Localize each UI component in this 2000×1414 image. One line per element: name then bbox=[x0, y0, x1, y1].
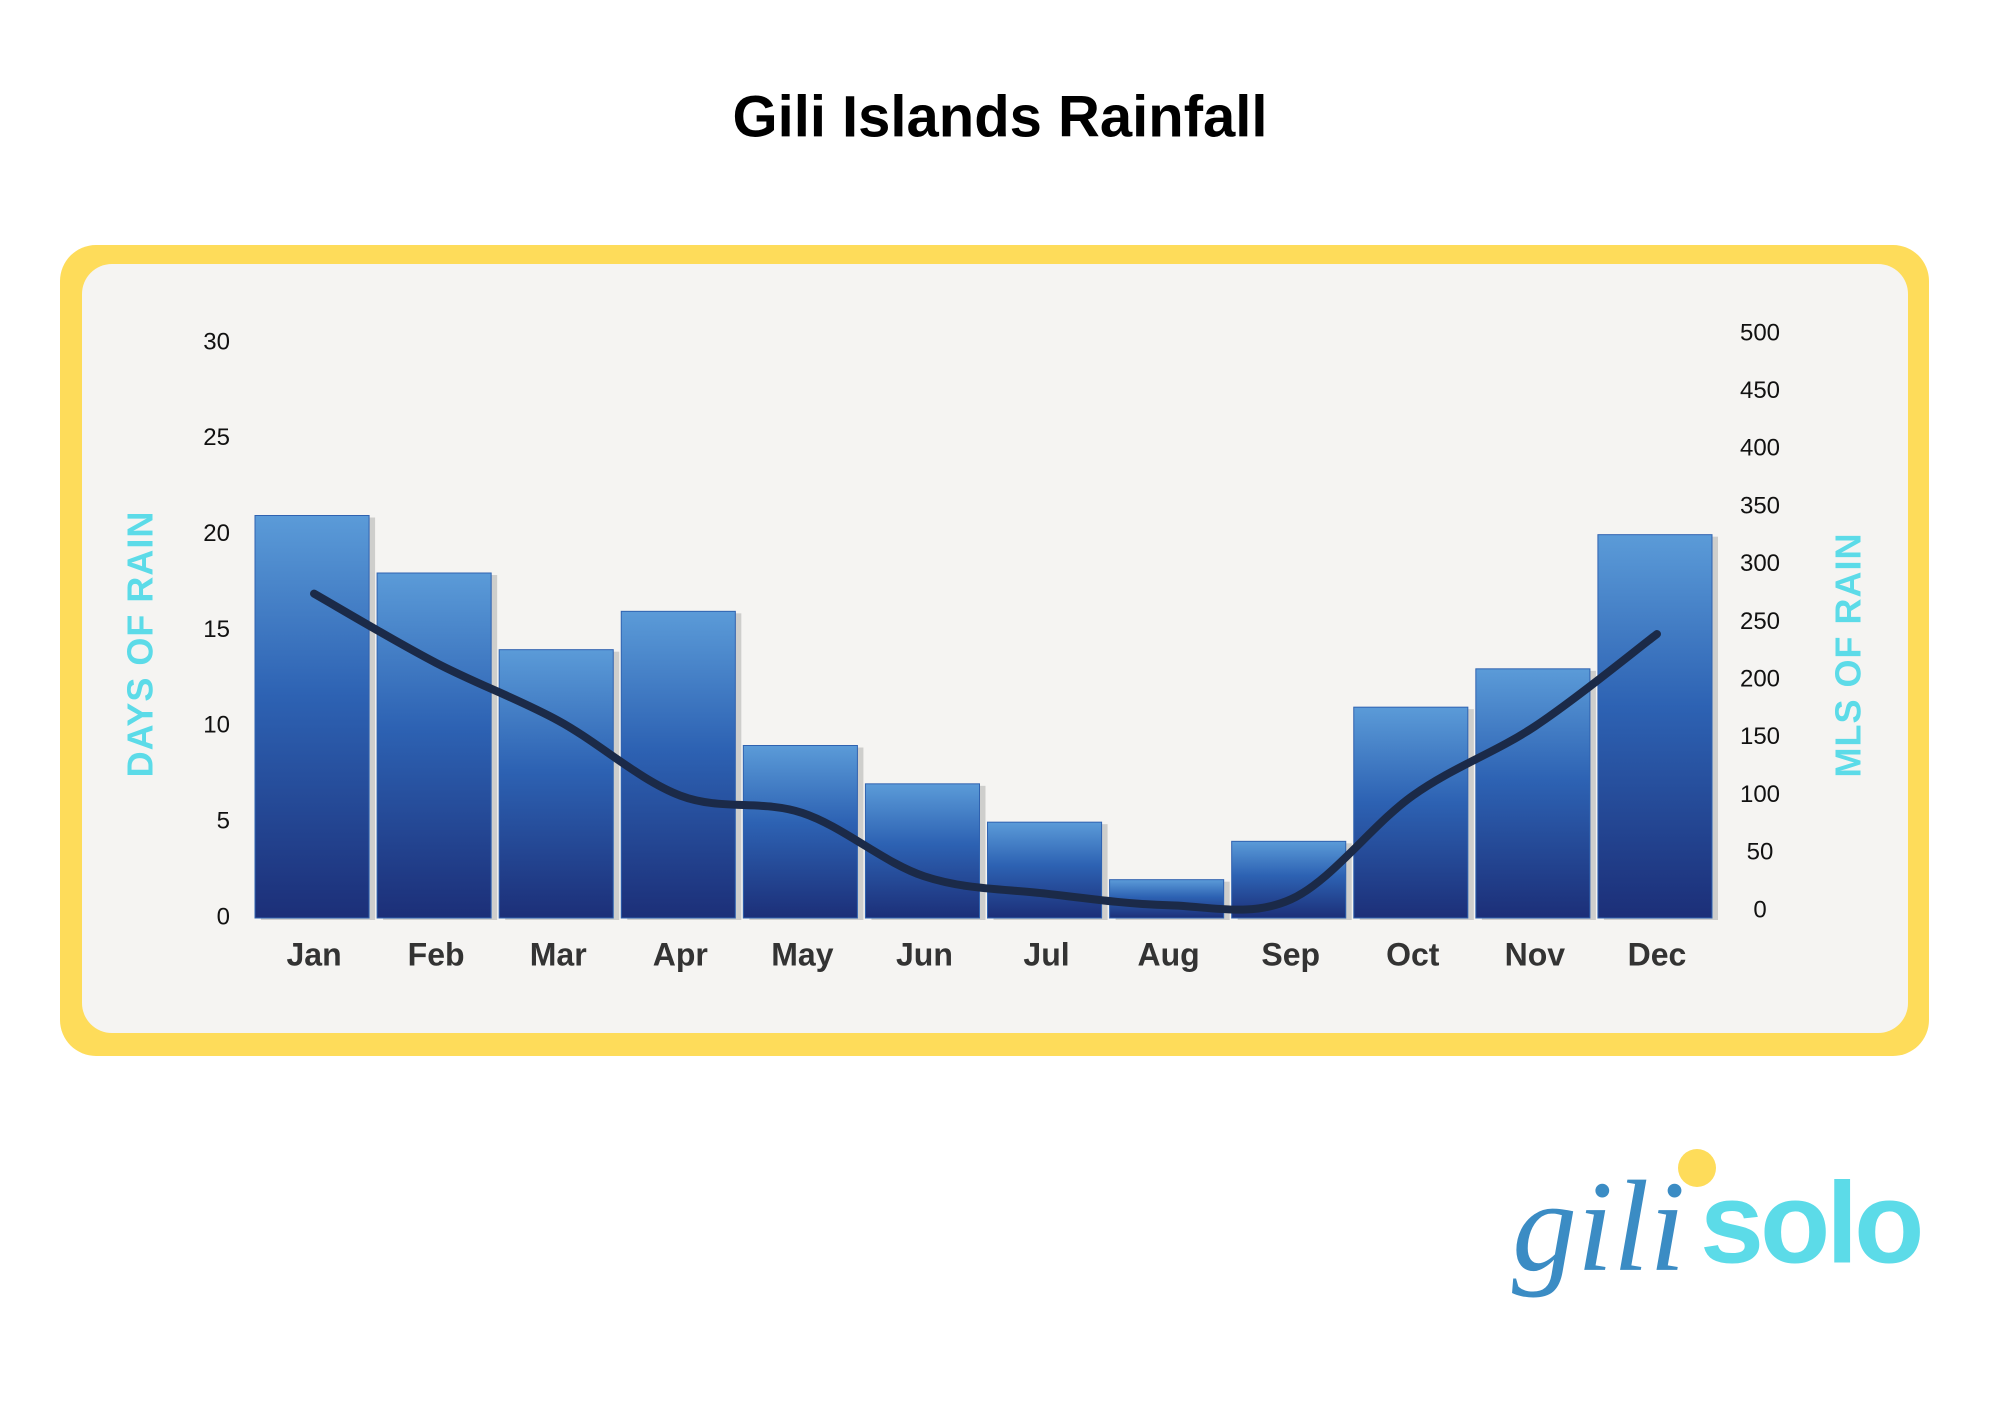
y-tick-label: 5 bbox=[217, 808, 230, 835]
y2-tick-label: 400 bbox=[1740, 435, 1780, 462]
y2-tick-label: 150 bbox=[1740, 723, 1780, 750]
x-tick-label: May bbox=[771, 936, 833, 972]
x-tick-label: Aug bbox=[1138, 936, 1200, 972]
y2-tick-label: 50 bbox=[1747, 839, 1774, 866]
bar bbox=[864, 783, 981, 919]
y2-tick-label: 450 bbox=[1740, 377, 1780, 404]
chart-title: Gili Islands Rainfall bbox=[732, 84, 1267, 149]
y2-tick-label: 200 bbox=[1740, 666, 1780, 693]
y-tick-label: 25 bbox=[203, 424, 230, 451]
x-tick-label: Jan bbox=[286, 936, 341, 972]
y2-tick-label: 500 bbox=[1740, 319, 1780, 346]
bar bbox=[498, 649, 614, 919]
x-tick-label: Feb bbox=[408, 936, 465, 972]
bar bbox=[1475, 668, 1591, 919]
y2-tick-label: 250 bbox=[1740, 608, 1780, 635]
rain-line bbox=[310, 589, 1661, 914]
bar bbox=[1353, 706, 1469, 919]
x-tick-label: Oct bbox=[1386, 936, 1440, 972]
x-tick-label: Jun bbox=[896, 936, 953, 972]
bar bbox=[376, 572, 492, 919]
y-axis-title: DAYS OF RAIN bbox=[120, 511, 161, 778]
y2-tick-label: 350 bbox=[1740, 492, 1780, 519]
y-tick-label: 15 bbox=[203, 616, 230, 643]
y2-tick-label: 0 bbox=[1753, 896, 1766, 923]
bar bbox=[1597, 534, 1713, 919]
x-tick-label: Jul bbox=[1023, 936, 1069, 972]
x-tick-label: Dec bbox=[1628, 936, 1687, 972]
logo-text: gili bbox=[1512, 1155, 1685, 1299]
y-tick-label: 0 bbox=[217, 903, 230, 930]
x-tick-label: Sep bbox=[1261, 936, 1320, 972]
y2-tick-label: 100 bbox=[1740, 781, 1780, 808]
y-tick-label: 30 bbox=[203, 328, 230, 355]
plot: 0510152025300501001502002503003504004505… bbox=[203, 319, 1780, 972]
logo-text: solo bbox=[1700, 1159, 1920, 1287]
bar bbox=[620, 610, 736, 919]
y2-axis-title: MLS OF RAIN bbox=[1828, 533, 1869, 778]
x-tick-label: Nov bbox=[1505, 936, 1566, 972]
y-tick-label: 10 bbox=[203, 712, 230, 739]
bar bbox=[987, 821, 1103, 919]
y-tick-label: 20 bbox=[203, 520, 230, 547]
y2-tick-label: 300 bbox=[1740, 550, 1780, 577]
x-tick-label: Mar bbox=[530, 936, 587, 972]
bar bbox=[254, 515, 370, 919]
logo-dot bbox=[1678, 1149, 1716, 1187]
logo: gili solo bbox=[1512, 1149, 1924, 1299]
x-tick-label: Apr bbox=[653, 936, 708, 972]
